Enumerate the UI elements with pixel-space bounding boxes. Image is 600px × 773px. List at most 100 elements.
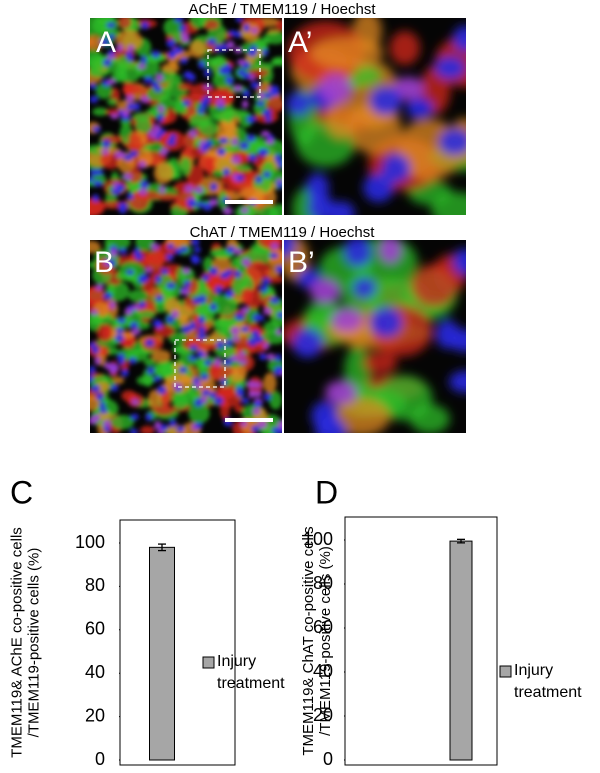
- micrograph: [284, 18, 466, 215]
- nucleus: [198, 295, 207, 304]
- nucleus: [166, 39, 176, 48]
- legend-label: Injury treatment: [217, 653, 285, 692]
- nucleus: [227, 76, 234, 85]
- nucleus: [140, 56, 147, 64]
- nucleus: [270, 242, 279, 250]
- nucleus: [156, 113, 164, 123]
- nucleus: [209, 303, 218, 312]
- nucleus: [251, 425, 260, 433]
- nucleus: [276, 181, 282, 189]
- nucleus: [201, 389, 211, 396]
- fluor-blob: [123, 79, 133, 98]
- nucleus: [108, 33, 115, 41]
- nucleus: [150, 242, 160, 251]
- legend-label: Injury treatment: [514, 662, 582, 701]
- micrograph: [90, 18, 282, 215]
- fluor-blob: [153, 162, 174, 184]
- nucleus: [96, 392, 104, 401]
- nucleus: [325, 380, 357, 405]
- nucleus: [209, 391, 217, 399]
- nucleus: [261, 48, 269, 56]
- nucleus: [179, 366, 188, 374]
- nucleus: [179, 246, 189, 253]
- fluor-blob: [90, 395, 100, 411]
- nucleus: [157, 104, 165, 113]
- nucleus: [284, 240, 296, 258]
- nucleus: [153, 124, 161, 133]
- nucleus: [224, 290, 234, 298]
- nucleus: [122, 109, 130, 117]
- nucleus: [265, 115, 272, 123]
- nucleus: [92, 126, 101, 133]
- y-tick-label: 20: [85, 705, 105, 725]
- y-axis-label: TMEM119& AChE co-positive cells /TMEM119…: [8, 527, 42, 758]
- nucleus: [129, 321, 139, 330]
- nucleus: [174, 46, 184, 55]
- nucleus: [130, 413, 140, 421]
- nucleus: [378, 240, 402, 264]
- nucleus: [141, 21, 149, 30]
- nucleus: [166, 138, 176, 146]
- nucleus: [182, 100, 191, 106]
- panel-label: A: [96, 26, 116, 59]
- nucleus: [90, 417, 98, 425]
- fluor: [90, 240, 282, 433]
- nucleus: [102, 419, 111, 429]
- nucleus: [204, 359, 212, 366]
- nucleus: [117, 317, 126, 324]
- nucleus: [275, 265, 282, 274]
- nucleus: [100, 38, 110, 47]
- nucleus: [248, 154, 258, 162]
- fluor-blob: [115, 61, 142, 83]
- nucleus: [352, 277, 377, 299]
- nucleus: [90, 365, 96, 375]
- nucleus: [254, 336, 264, 344]
- nucleus: [240, 326, 250, 333]
- fluor-blob: [127, 289, 148, 303]
- nucleus: [154, 421, 162, 430]
- nucleus: [133, 102, 141, 111]
- nucleus: [238, 351, 246, 358]
- fluor-blob: [111, 376, 125, 385]
- nucleus: [241, 397, 250, 404]
- nucleus: [252, 381, 262, 389]
- y-tick-label: 80: [85, 575, 105, 595]
- nucleus: [257, 91, 266, 101]
- nucleus: [197, 326, 206, 334]
- fluor-blob: [234, 404, 244, 413]
- nucleus: [195, 422, 203, 429]
- bar: [449, 540, 473, 761]
- nucleus: [257, 315, 265, 321]
- fluor-blob: [331, 398, 390, 433]
- nucleus: [188, 73, 196, 82]
- fluor-blob: [221, 109, 247, 119]
- fluor-blob: [99, 348, 110, 356]
- nucleus: [234, 270, 241, 278]
- nucleus: [90, 95, 99, 104]
- nucleus: [174, 18, 184, 23]
- nucleus: [140, 273, 149, 283]
- nucleus: [126, 102, 136, 111]
- nucleus: [188, 129, 197, 138]
- nucleus: [180, 31, 189, 38]
- nucleus: [319, 74, 352, 105]
- nucleus: [269, 85, 280, 94]
- nucleus: [260, 284, 268, 293]
- nucleus: [231, 137, 239, 146]
- plot-frame: [119, 519, 236, 766]
- nucleus: [98, 401, 106, 409]
- error-bar: [158, 543, 166, 552]
- fluor-blob: [205, 157, 215, 177]
- nucleus: [137, 63, 146, 70]
- nucleus: [230, 355, 240, 362]
- nucleus: [93, 180, 103, 187]
- fluor-blob: [263, 321, 280, 334]
- fluor: [284, 240, 466, 433]
- fluor-blob: [90, 286, 105, 306]
- nucleus: [116, 43, 124, 52]
- nucleus: [146, 367, 155, 375]
- fluor-blob: [107, 98, 118, 106]
- nucleus: [131, 303, 141, 311]
- nucleus: [114, 151, 124, 159]
- fluor-blob: [389, 31, 421, 66]
